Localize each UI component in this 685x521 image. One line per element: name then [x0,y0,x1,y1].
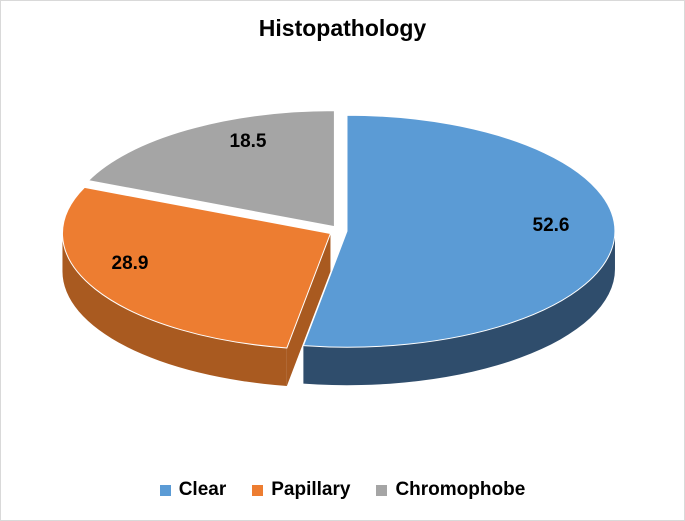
pie-slice-clear [302,114,616,348]
chart-legend: Clear Papillary Chromophobe [1,479,684,501]
pie-slice-papillary [61,186,332,349]
data-label-chromophobe: 18.5 [230,131,267,152]
legend-item-papillary: Papillary [252,479,350,501]
legend-swatch-papillary [252,484,264,496]
legend-label-papillary: Papillary [271,479,351,500]
data-label-papillary: 28.9 [112,253,149,274]
legend-item-clear: Clear [159,479,227,501]
legend-swatch-clear [159,484,171,496]
data-label-clear: 52.6 [533,215,570,236]
legend-swatch-chromophobe [376,484,388,496]
pie-data-labels: 52.6 28.9 18.5 [112,131,570,274]
chart-title: Histopathology [258,15,427,41]
legend-label-chromophobe: Chromophobe [395,479,526,500]
legend-label-clear: Clear [178,479,227,500]
pie-side-papillary [62,233,287,386]
pie-tops [61,110,616,349]
pie-slice-chromophobe [87,110,335,228]
pie-cut-face-papillary [286,233,331,386]
legend-item-chromophobe: Chromophobe [376,479,525,501]
